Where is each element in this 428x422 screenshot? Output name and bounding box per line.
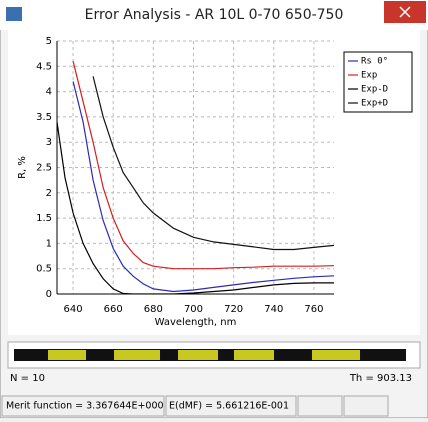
x-tick-label: 660 [104,304,123,315]
status-cell [165,395,297,417]
legend-label: Exp [361,71,377,81]
close-icon [399,6,411,18]
y-tick-label: 4.5 [36,61,52,72]
series-line [72,61,334,270]
window-title: Error Analysis - AR 10L 0-70 650-750 [85,7,344,23]
y-tick-label: 3.5 [36,112,52,123]
x-tick-label: 740 [264,304,283,315]
x-tick-label: 720 [224,304,243,315]
y-tick-label: 1 [46,238,52,249]
merit-status: Merit function = 3.367644E+000 [6,401,164,412]
plot: 0 0.5 1 1.5 2 2.5 3 3.5 4 4.5 5 640 660 680 700 720 740 7… [17,36,413,328]
y-tick-label: 3 [46,137,52,148]
status-cell [343,395,389,417]
status-cell [297,395,343,417]
y-tick-label: 1.5 [36,213,52,224]
y-tick-label: 2 [46,188,52,199]
series-line [92,76,334,251]
progress-pattern [48,350,360,360]
y-tick-label: 2.5 [36,163,52,174]
y-tick-label: 0 [46,289,52,300]
y-axis-label: R, % [17,156,28,179]
legend-label: Exp+D [361,99,388,109]
app-icon [6,7,22,21]
status-cell [1,395,165,417]
x-tick-label: 700 [184,304,203,315]
series-line [57,121,334,294]
th-label: Th = 903.13 [349,373,412,384]
x-axis-label: Wavelength, nm [155,317,237,328]
legend-box [343,51,413,113]
x-tick-label: 760 [304,304,323,315]
n-label: N = 10 [10,373,45,384]
edmf-status: E(dMF) = 5.661216E-001 [169,401,289,412]
title-bar [0,0,428,30]
x-tick-label: 680 [144,304,163,315]
y-tick-label: 5 [46,36,52,47]
legend-label: Rs 0° [361,57,388,67]
legend-label: Exp-D [361,85,388,95]
series-line [72,81,334,293]
y-tick-label: 0.5 [36,264,52,275]
y-tick-label: 4 [46,87,52,98]
x-tick-label: 640 [64,304,83,315]
